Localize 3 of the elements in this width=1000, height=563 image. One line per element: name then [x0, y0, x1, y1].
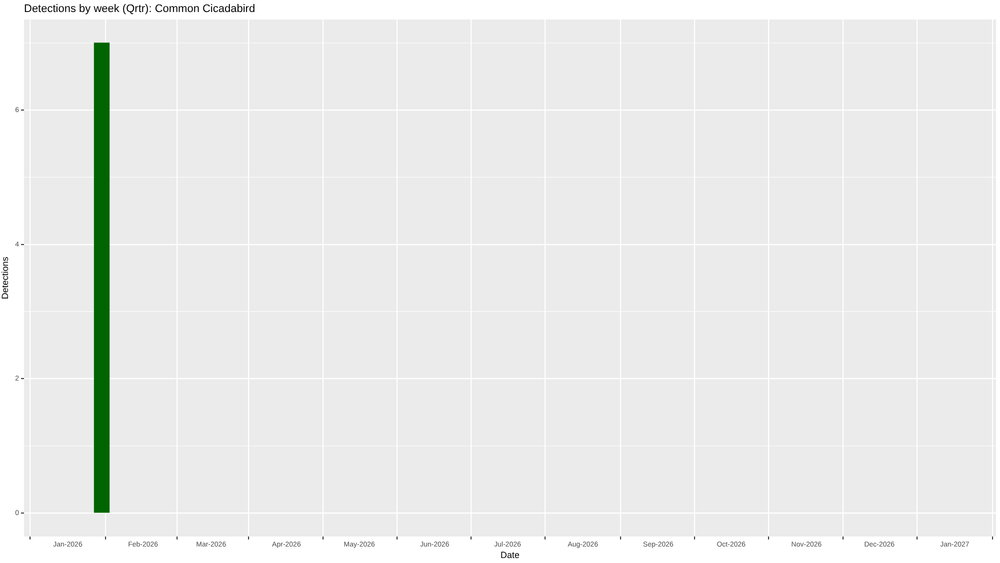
- y-axis-title: Detections: [0, 256, 10, 300]
- x-axis-title: Date: [500, 550, 520, 560]
- chart-title: Detections by week (Qrtr): Common Cicadabird: [24, 3, 256, 15]
